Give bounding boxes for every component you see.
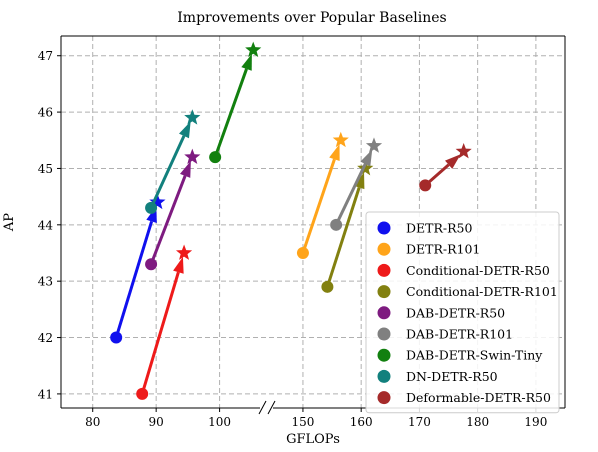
improvement-arrow-shaft	[334, 163, 367, 226]
baseline-point	[296, 247, 309, 259]
legend-marker	[377, 306, 391, 320]
series-2	[136, 244, 193, 400]
series-8	[419, 143, 472, 192]
improvement-arrow-shaft	[325, 187, 361, 288]
legend-marker	[377, 221, 391, 235]
axis-break-marker	[258, 400, 276, 415]
y-tick-label: 46	[38, 106, 53, 120]
legend-label: DETR-R101	[406, 242, 480, 257]
legend-marker	[377, 369, 391, 383]
legend-label: Conditional-DETR-R101	[406, 284, 558, 299]
improved-point	[455, 143, 472, 159]
legend-marker	[377, 348, 391, 362]
ticks: 41 42 43 44 45 46 47 80 90 100 150 160 170 180 190	[38, 49, 548, 429]
improved-point	[332, 131, 349, 148]
baseline-point	[145, 201, 158, 214]
legend-label: DAB-DETR-Swin-Tiny	[406, 348, 543, 363]
legend-label: Deformable-DETR-R50	[406, 390, 551, 405]
y-axis-label: AP	[2, 213, 17, 232]
improvement-arrow-head	[179, 160, 191, 178]
legend-marker	[377, 285, 391, 299]
improvement-arrow-head	[178, 121, 191, 139]
x-tick-label: 150	[291, 415, 314, 429]
legend: DETR-R50 DETR-R101 Conditional-DETR-R50 Con…	[365, 211, 560, 414]
y-tick-label: 42	[38, 331, 53, 345]
legend-label: DETR-R50	[406, 221, 472, 236]
legend-marker	[377, 327, 391, 341]
legend-frame	[365, 211, 560, 414]
improvement-arrow-head	[445, 154, 461, 169]
improved-point	[184, 109, 201, 125]
y-tick-label: 44	[38, 218, 54, 232]
series-4	[145, 148, 201, 271]
plot-area	[110, 41, 472, 400]
x-tick-label: 90	[149, 415, 164, 429]
baseline-point	[110, 331, 123, 344]
y-tick-label: 43	[38, 275, 53, 289]
legend-marker	[377, 263, 391, 277]
baseline-point	[330, 218, 343, 231]
series-5	[330, 137, 383, 231]
improvement-arrow-head	[173, 256, 184, 274]
legend-label: Conditional-DETR-R50	[406, 263, 550, 278]
improvement-arrow-shaft	[140, 271, 180, 395]
y-tick-label: 41	[38, 387, 53, 401]
baseline-point	[136, 387, 149, 400]
baseline-point	[321, 280, 334, 293]
x-tick-label: 160	[350, 415, 373, 429]
x-tick-label: 180	[466, 415, 489, 429]
y-tick-label: 47	[38, 49, 53, 63]
series-7	[145, 109, 201, 214]
baseline-point	[209, 151, 222, 164]
improvement-arrow-shaft	[114, 220, 154, 338]
legend-label: DAB-DETR-R101	[406, 327, 513, 342]
improvement-arrow-shaft	[301, 158, 336, 254]
improved-point	[149, 193, 166, 210]
legend-label: DAB-DETR-R50	[406, 305, 505, 320]
x-tick-label: 100	[208, 415, 231, 429]
improvement-arrow-shaft	[149, 175, 187, 265]
legend-label: DN-DETR-R50	[406, 369, 498, 384]
x-tick-label: 170	[408, 415, 431, 429]
x-tick-label: 80	[85, 415, 100, 429]
legend-marker	[377, 391, 391, 405]
y-tick-label: 45	[38, 162, 53, 176]
chart-title: Improvements over Popular Baselines	[177, 10, 446, 26]
improved-point	[357, 159, 374, 176]
improved-point	[365, 137, 383, 153]
improved-point	[245, 41, 262, 57]
improvement-arrow-head	[329, 144, 340, 161]
improved-point	[184, 148, 201, 165]
x-axis-label: GFLOPs	[286, 432, 340, 447]
improvement-arrow-head	[360, 149, 373, 167]
series-1	[296, 131, 349, 259]
improvement-arrow-shaft	[213, 68, 248, 158]
improvement-arrow-shaft	[149, 135, 186, 209]
series-6	[209, 41, 262, 164]
legend-marker	[377, 242, 391, 256]
improved-point	[175, 244, 193, 260]
series-0	[110, 193, 166, 344]
x-tick-label: 190	[524, 415, 547, 429]
baseline-point	[419, 179, 432, 192]
improvement-arrow-head	[241, 53, 252, 71]
baseline-point	[145, 258, 158, 271]
